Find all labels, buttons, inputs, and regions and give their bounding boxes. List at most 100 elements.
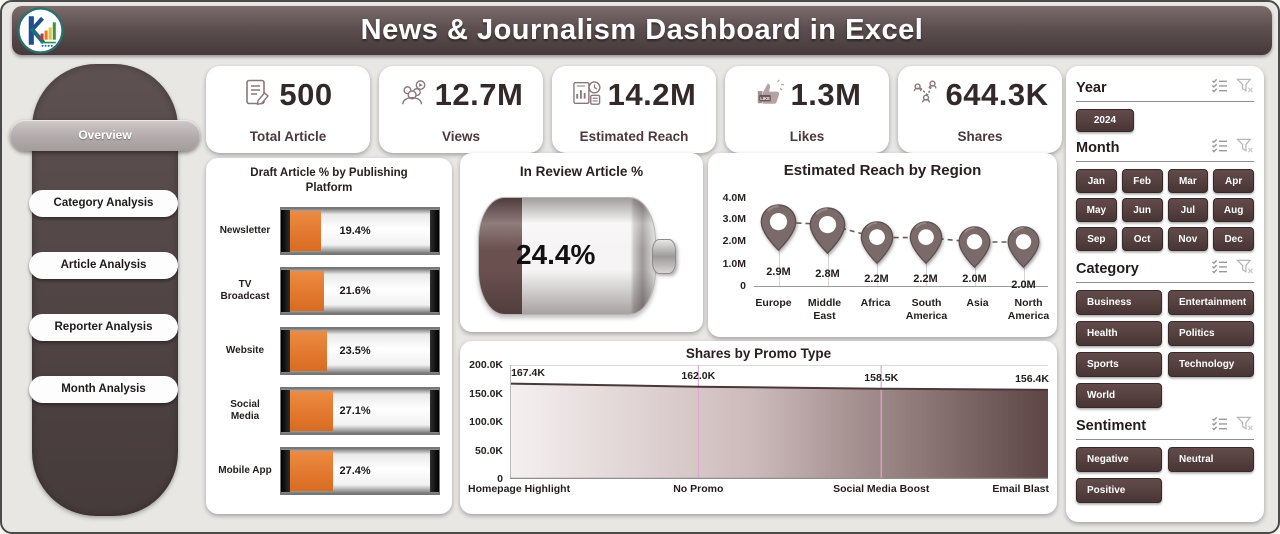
slicer-button-sports[interactable]: Sports <box>1076 352 1162 377</box>
reach-x-axis: Europe Middle East Africa South America … <box>755 297 1050 323</box>
battery-bar: 27.1% <box>280 387 440 435</box>
bar-value-label: 27.4% <box>339 465 371 477</box>
slicer-button-business[interactable]: Business <box>1076 290 1162 315</box>
chart-title: Shares by Promo Type <box>685 346 832 361</box>
pin-value-label: 2.8M <box>815 268 840 281</box>
month-slicer: Jan Feb Mar Apr May Jun Jul Aug Sep Oct … <box>1076 169 1254 251</box>
like-icon: LIKE <box>753 78 785 112</box>
slicer-button-jul[interactable]: Jul <box>1167 198 1209 222</box>
sidebar-item-overview[interactable]: Overview <box>10 120 200 151</box>
slicer-button-politics[interactable]: Politics <box>1168 321 1254 346</box>
slicer-button-neutral[interactable]: Neutral <box>1168 447 1254 472</box>
draft-article-chart: Draft Article % by Publishing Platform N… <box>206 158 452 514</box>
map-pin-marker <box>958 226 991 273</box>
battery-bar: 23.5% <box>280 327 440 375</box>
clear-filter-icon[interactable] <box>1236 416 1254 436</box>
header-bar: News & Journalism Dashboard in Excel <box>12 6 1272 55</box>
bar-category-label: Mobile App <box>218 464 272 476</box>
area-x-axis-label: Social Media Boost <box>833 483 930 495</box>
clear-filter-icon[interactable] <box>1236 138 1254 158</box>
slicer-panel: Year 2024 Month Jan Feb Mar Apr May Jun … <box>1066 66 1264 522</box>
pin-value-label: 2.2M <box>864 273 889 285</box>
kpi-label: Shares <box>957 129 1003 144</box>
gauge-battery-body <box>478 197 656 315</box>
battery-bar: 21.6% <box>280 267 440 315</box>
shares-y-axis: 200.0K 150.0K 100.0K 50.0K 0 <box>469 359 503 485</box>
area-x-axis-label: Homepage Highlight <box>468 483 571 495</box>
viewers-icon <box>399 79 429 112</box>
bar-value-label: 27.1% <box>339 405 371 417</box>
kpi-value: 500 <box>279 77 333 112</box>
pin-value-label: 2.0M <box>962 273 987 285</box>
kpi-label: Total Article <box>249 129 327 144</box>
slicer-button-jan[interactable]: Jan <box>1076 169 1117 193</box>
in-review-chart: In Review Article % 24.4% <box>460 153 703 332</box>
company-logo-icon <box>17 7 64 54</box>
svg-text:LIKE: LIKE <box>760 95 770 100</box>
bar-category-label: TV Broadcast <box>220 278 270 303</box>
slicer-button-negative[interactable]: Negative <box>1076 447 1162 472</box>
bar-category-label: Social Media <box>230 398 260 423</box>
area-x-axis-label: No Promo <box>673 483 724 495</box>
kpi-value: 644.3K <box>945 77 1049 112</box>
map-pin-marker <box>860 221 894 269</box>
slicer-button-jun[interactable]: Jun <box>1121 198 1163 222</box>
bar-value-label: 21.6% <box>339 285 371 297</box>
slicer-button-apr[interactable]: Apr <box>1213 169 1254 193</box>
multiselect-icon[interactable] <box>1211 416 1228 436</box>
gauge-value-label: 24.4% <box>516 239 596 270</box>
battery-bar: 27.4% <box>280 447 440 495</box>
slicer-button-mar[interactable]: Mar <box>1167 169 1209 193</box>
kpi-label: Likes <box>789 129 825 144</box>
slicer-title-category: Category <box>1076 261 1139 277</box>
slicer-button-technology[interactable]: Technology <box>1168 352 1254 377</box>
map-pin-marker <box>1007 226 1040 273</box>
reach-by-region-chart: Estimated Reach by Region 4.0M 3.0M 2.0M… <box>708 153 1057 337</box>
pin-value-label: 2.9M <box>766 266 791 279</box>
sidebar-item-reporter-analysis[interactable]: Reporter Analysis <box>29 314 178 341</box>
reach-y-axis: 4.0M 3.0M 2.0M 1.0M 0 <box>722 191 746 292</box>
kpi-card-shares: 644.3K Shares <box>898 66 1062 153</box>
area-x-axis-label: Email Blast <box>992 483 1049 495</box>
page-title: News & Journalism Dashboard in Excel <box>360 14 924 46</box>
slicer-title-month: Month <box>1076 140 1120 156</box>
multiselect-icon[interactable] <box>1211 78 1228 98</box>
multiselect-icon[interactable] <box>1211 259 1228 279</box>
battery-gauge: 24.4% <box>478 197 683 315</box>
slicer-button-may[interactable]: May <box>1076 198 1117 222</box>
reach-plot: 2.9M 2.8M 2.2M 2.2M 2.0M <box>754 193 1048 291</box>
slicer-button-aug[interactable]: Aug <box>1213 198 1254 222</box>
multiselect-icon[interactable] <box>1211 138 1228 158</box>
slicer-button-nov[interactable]: Nov <box>1167 227 1209 251</box>
slicer-button-dec[interactable]: Dec <box>1213 227 1254 251</box>
bar-category-label: Website <box>225 344 265 356</box>
article-icon <box>243 78 273 113</box>
slicer-title-sentiment: Sentiment <box>1076 418 1147 434</box>
slicer-button-oct[interactable]: Oct <box>1121 227 1163 251</box>
kpi-card-estimated-reach: 14.2M Estimated Reach <box>552 66 716 153</box>
slicer-button-entertainment[interactable]: Entertainment <box>1168 290 1254 315</box>
year-slicer: 2024 <box>1076 109 1254 132</box>
sidebar-item-article-analysis[interactable]: Article Analysis <box>29 252 178 279</box>
reach-icon <box>572 79 602 112</box>
slicer-button-feb[interactable]: Feb <box>1121 169 1163 193</box>
map-pin-marker <box>809 206 846 259</box>
clear-filter-icon[interactable] <box>1236 259 1254 279</box>
slicer-button-health[interactable]: Health <box>1076 321 1162 346</box>
slicer-button-sep[interactable]: Sep <box>1076 227 1117 251</box>
kpi-card-likes: LIKE 1.3M Likes <box>725 66 889 153</box>
chart-title: In Review Article % <box>519 164 644 179</box>
shares-plot <box>510 365 1048 479</box>
sidebar-item-category-analysis[interactable]: Category Analysis <box>29 190 178 217</box>
map-pin-marker <box>760 204 797 256</box>
clear-filter-icon[interactable] <box>1236 78 1254 98</box>
kpi-row: 500 Total Article 12.7M Views <box>206 66 1062 153</box>
sidebar-item-month-analysis[interactable]: Month Analysis <box>29 376 178 403</box>
kpi-value: 1.3M <box>790 77 862 112</box>
slicer-button-2024[interactable]: 2024 <box>1076 109 1134 132</box>
kpi-label: Views <box>441 129 481 144</box>
kpi-label: Estimated Reach <box>579 129 689 144</box>
area-value-label: 158.5K <box>864 371 899 384</box>
slicer-button-world[interactable]: World <box>1076 383 1162 408</box>
slicer-button-positive[interactable]: Positive <box>1076 478 1162 503</box>
